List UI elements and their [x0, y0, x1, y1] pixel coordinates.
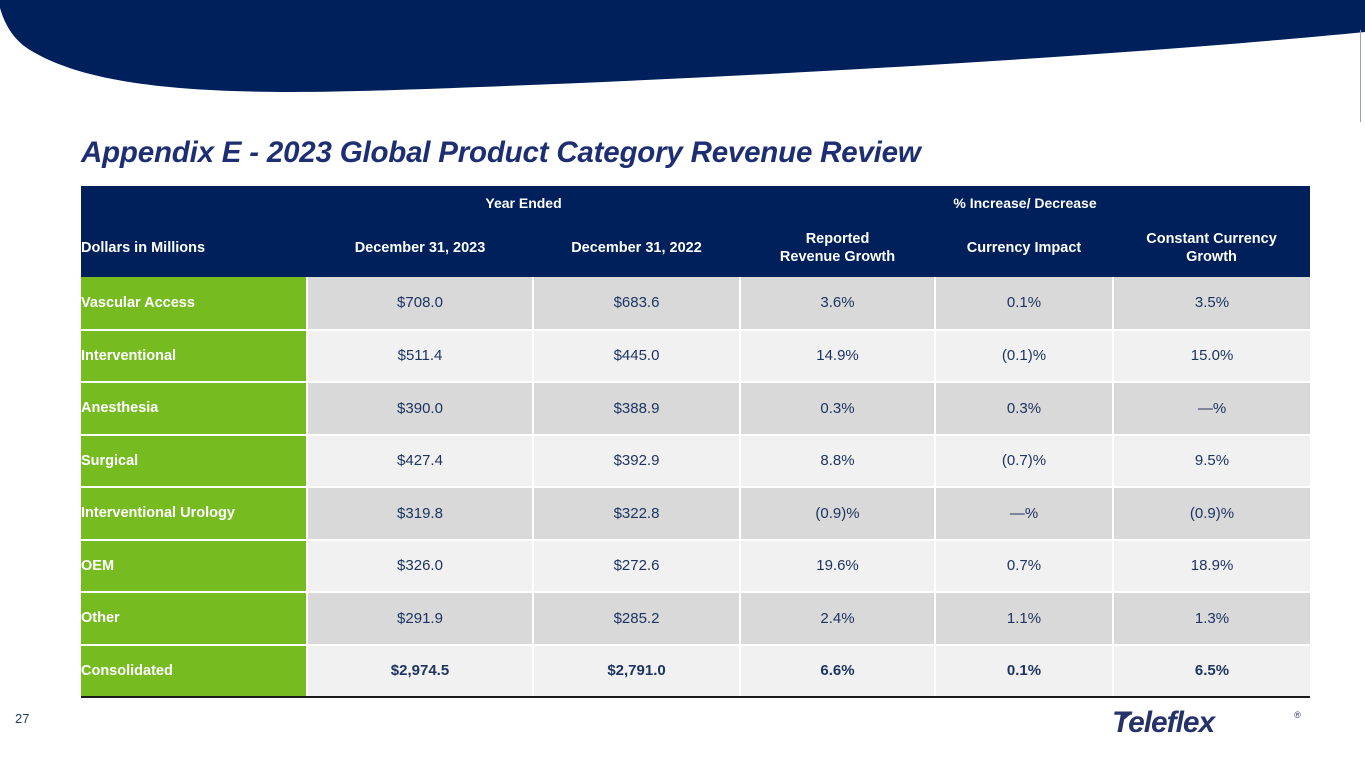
right-edge-rule [1360, 30, 1361, 122]
cell-constant-currency-growth: 9.5% [1112, 434, 1311, 488]
table-body: Vascular Access $708.0 $683.6 3.6% 0.1% 3.5% I… [81, 277, 1311, 698]
cell-constant-currency-growth: —% [1112, 382, 1311, 436]
cell-currency-impact: —% [934, 487, 1114, 541]
cell-reported-growth: 14.9% [739, 329, 936, 383]
row-category-label: OEM [81, 539, 307, 593]
cell-constant-currency-growth: 15.0% [1112, 329, 1311, 383]
svg-text:®: ® [1294, 710, 1301, 720]
cell-year-2023: $427.4 [306, 434, 533, 488]
table-row: Anesthesia $390.0 $388.9 0.3% 0.3% —% [81, 382, 1311, 436]
row-category-label: Interventional Urology [81, 487, 307, 541]
cell-reported-growth: 0.3% [739, 382, 936, 436]
cell-year-2022: $388.9 [531, 382, 741, 436]
table-column-header-row: Dollars in Millions December 31, 2023 De… [81, 220, 1311, 277]
table-row: Other $291.9 $285.2 2.4% 1.1% 1.3% [81, 592, 1311, 646]
column-header-year-2023: December 31, 2023 [307, 220, 533, 277]
table-row: Vascular Access $708.0 $683.6 3.6% 0.1% 3.5% [81, 277, 1311, 331]
row-category-label: Consolidated [81, 643, 307, 698]
page-number: 27 [15, 711, 30, 726]
cell-year-2022: $285.2 [531, 592, 741, 646]
row-category-label: Vascular Access [81, 277, 307, 331]
cell-year-2022: $392.9 [531, 434, 741, 488]
cell-year-2022: $683.6 [531, 277, 741, 331]
column-header-constant-currency-line2: Growth [1186, 248, 1237, 265]
table-row: Interventional Urology $319.8 $322.8 (0.9)%… [81, 487, 1311, 541]
cell-currency-impact: 0.1% [934, 277, 1114, 331]
cell-year-2023: $511.4 [306, 329, 533, 383]
cell-currency-impact: 1.1% [934, 592, 1114, 646]
column-header-year-2022: December 31, 2022 [533, 220, 741, 277]
table-row: OEM $326.0 $272.6 19.6% 0.7% 18.9% [81, 539, 1311, 593]
table-group-header-row: Year Ended % Increase/ Decrease [81, 186, 1311, 220]
cell-constant-currency-growth: 1.3% [1112, 592, 1311, 646]
cell-year-2022: $445.0 [531, 329, 741, 383]
cell-currency-impact: (0.1)% [934, 329, 1114, 383]
cell-constant-currency-growth: (0.9)% [1112, 487, 1311, 541]
teleflex-logo: Teleflex ® [1112, 706, 1301, 739]
cell-currency-impact: 0.3% [934, 382, 1114, 436]
cell-year-2023: $291.9 [306, 592, 533, 646]
table-row: Surgical $427.4 $392.9 8.8% (0.7)% 9.5% [81, 434, 1311, 488]
cell-year-2022: $2,791.0 [531, 643, 741, 698]
column-header-reported-line2: Revenue Growth [779, 248, 896, 265]
cell-year-2023: $319.8 [306, 487, 533, 541]
cell-reported-growth: 8.8% [739, 434, 936, 488]
column-header-constant-currency-growth: Constant Currency Growth [1113, 220, 1311, 277]
cell-year-2023: $708.0 [306, 277, 533, 331]
cell-currency-impact: (0.7)% [934, 434, 1114, 488]
cell-year-2022: $322.8 [531, 487, 741, 541]
cell-reported-growth: 2.4% [739, 592, 936, 646]
column-header-constant-currency-line1: Constant Currency [1146, 231, 1277, 248]
cell-reported-growth: 6.6% [739, 643, 936, 698]
cell-year-2023: $326.0 [306, 539, 533, 593]
cell-reported-growth: 3.6% [739, 277, 936, 331]
global-product-category-revenue-table: Year Ended % Increase/ Decrease Dollars … [81, 186, 1311, 698]
row-category-label: Other [81, 592, 307, 646]
cell-currency-impact: 0.7% [934, 539, 1114, 593]
header-spacer [81, 186, 307, 220]
cell-constant-currency-growth: 3.5% [1112, 277, 1311, 331]
cell-constant-currency-growth: 18.9% [1112, 539, 1311, 593]
cell-reported-growth: (0.9)% [739, 487, 936, 541]
table-total-row: Consolidated $2,974.5 $2,791.0 6.6% 0.1% 6.5% [81, 643, 1311, 698]
row-category-label: Interventional [81, 329, 307, 383]
row-category-label: Anesthesia [81, 382, 307, 436]
cell-year-2023: $2,974.5 [306, 643, 533, 698]
cell-constant-currency-growth: 6.5% [1112, 643, 1311, 698]
group-header-increase-decrease: % Increase/ Decrease [740, 186, 1311, 220]
table-row: Interventional $511.4 $445.0 14.9% (0.1)% 15.… [81, 329, 1311, 383]
group-header-year-ended: Year Ended [307, 186, 741, 220]
header-swoosh-decoration [0, 0, 1365, 92]
cell-year-2023: $390.0 [306, 382, 533, 436]
column-header-reported-line1: Reported [805, 231, 870, 248]
row-category-label: Surgical [81, 434, 307, 488]
cell-year-2022: $272.6 [531, 539, 741, 593]
page-title: Appendix E - 2023 Global Product Categor… [81, 136, 921, 169]
column-header-currency-impact: Currency Impact [935, 220, 1114, 277]
column-header-category: Dollars in Millions [81, 220, 307, 277]
svg-text:Teleflex: Teleflex [1112, 706, 1216, 739]
cell-currency-impact: 0.1% [934, 643, 1114, 698]
cell-reported-growth: 19.6% [739, 539, 936, 593]
column-header-reported-revenue-growth: Reported Revenue Growth [740, 220, 936, 277]
